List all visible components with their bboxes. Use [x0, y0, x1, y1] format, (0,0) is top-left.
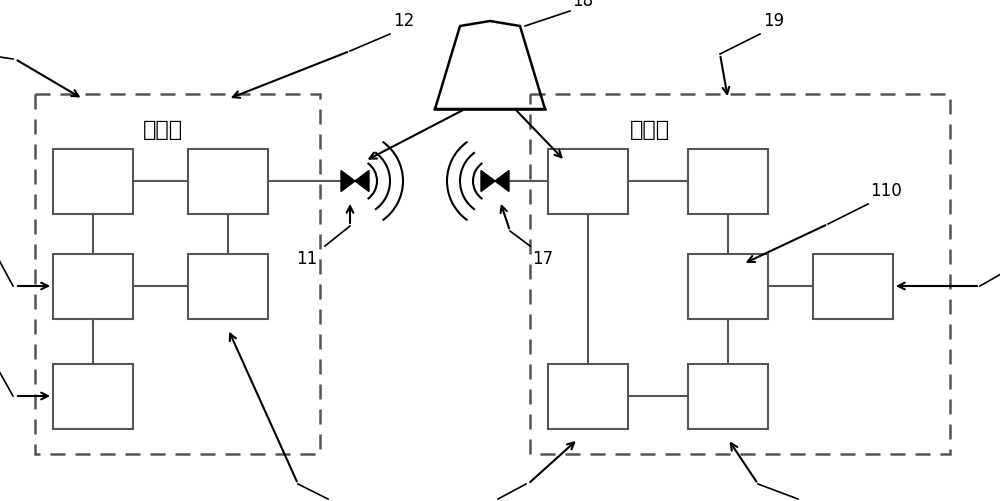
Text: 17: 17 [532, 249, 553, 268]
Bar [53, 255, 133, 319]
Text: 子节点: 子节点 [630, 120, 670, 140]
Bar [688, 255, 768, 319]
Text: 18: 18 [572, 0, 593, 10]
Bar [188, 255, 268, 319]
Polygon shape [355, 171, 369, 192]
Bar [548, 364, 628, 429]
Bar [548, 150, 628, 214]
Text: 11: 11 [296, 249, 317, 268]
Bar [813, 255, 893, 319]
Text: 主节点: 主节点 [143, 120, 183, 140]
Text: 19: 19 [763, 12, 784, 30]
Bar [688, 150, 768, 214]
Polygon shape [495, 171, 509, 192]
Bar [35, 95, 320, 454]
Polygon shape [341, 171, 355, 192]
Bar [53, 150, 133, 214]
Text: 12: 12 [393, 12, 414, 30]
Bar [53, 364, 133, 429]
Bar [188, 150, 268, 214]
Text: 110: 110 [870, 182, 902, 199]
Bar [530, 95, 950, 454]
Polygon shape [481, 171, 495, 192]
Bar [688, 364, 768, 429]
